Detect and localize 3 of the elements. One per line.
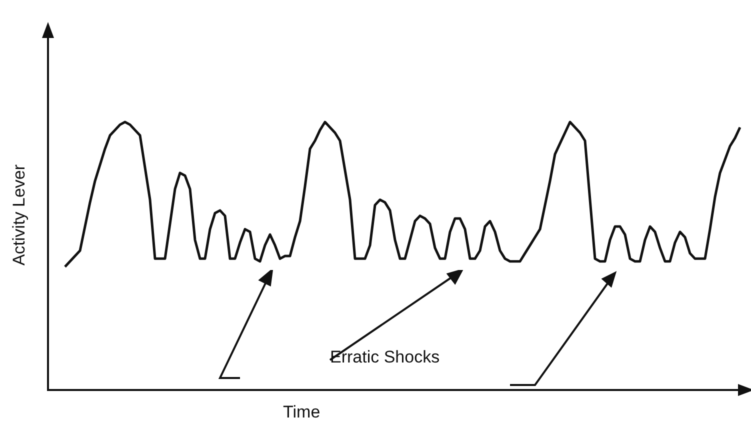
y-axis-title: Activity Lever <box>10 164 29 266</box>
annotation: Erratic Shocks <box>330 348 440 367</box>
x-axis-title: Time <box>283 402 320 422</box>
